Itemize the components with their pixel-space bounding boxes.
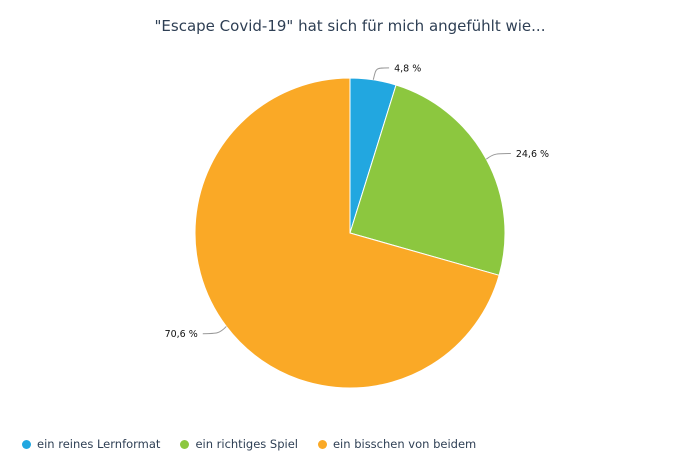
legend-label: ein reines Lernformat xyxy=(37,437,161,451)
pie-slice-2[interactable] xyxy=(349,84,506,276)
legend: ein reines Lernformat ein richtiges Spie… xyxy=(22,437,476,451)
label-connector xyxy=(372,67,390,80)
data-label: 4,8 % xyxy=(394,63,421,74)
legend-marker xyxy=(317,439,327,449)
pie-slice-3[interactable] xyxy=(194,77,500,389)
legend-marker xyxy=(180,439,190,449)
legend-item-lernformat[interactable]: ein reines Lernformat xyxy=(22,437,160,451)
pie-data-labels: 4,8 % 24,6 % 70,6 % xyxy=(165,63,549,340)
chart-title: "Escape Covid-19" hat sich für mich ange… xyxy=(155,17,546,35)
legend-label: ein bisschen von beidem xyxy=(332,437,477,451)
legend-item-spiel[interactable]: ein richtiges Spiel xyxy=(180,437,298,451)
label-connector xyxy=(202,326,227,335)
data-label: 70,6 % xyxy=(165,329,198,340)
legend-item-beides[interactable]: ein bisschen von beidem xyxy=(317,437,477,451)
label-connector xyxy=(485,152,511,160)
data-label: 24,6 % xyxy=(516,149,549,160)
legend-label: ein richtiges Spiel xyxy=(195,437,298,451)
legend-marker xyxy=(22,439,31,449)
pie-slices xyxy=(194,77,506,389)
